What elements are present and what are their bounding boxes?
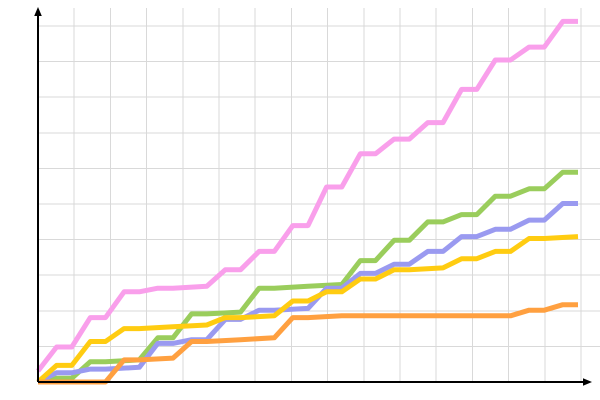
series-yellow [36,234,579,384]
series-blue [36,201,578,385]
series-lines [36,18,579,385]
series-orange [38,302,578,385]
axes [34,7,592,386]
series-pink [36,18,578,373]
y-axis-arrow-icon [34,7,42,16]
x-axis-arrow-icon [583,378,592,386]
